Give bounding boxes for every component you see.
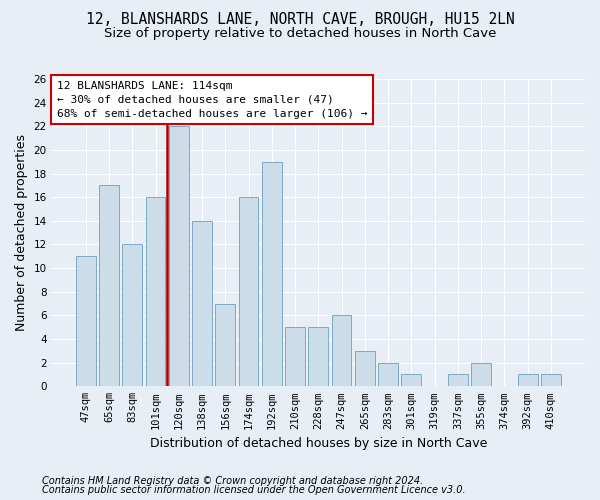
X-axis label: Distribution of detached houses by size in North Cave: Distribution of detached houses by size … [149,437,487,450]
Text: Contains HM Land Registry data © Crown copyright and database right 2024.: Contains HM Land Registry data © Crown c… [42,476,423,486]
Bar [285,327,305,386]
Bar [76,256,95,386]
Bar [308,327,328,386]
Bar [99,186,119,386]
Text: Contains public sector information licensed under the Open Government Licence v3: Contains public sector information licen… [42,485,466,495]
Text: 12, BLANSHARDS LANE, NORTH CAVE, BROUGH, HU15 2LN: 12, BLANSHARDS LANE, NORTH CAVE, BROUGH,… [86,12,514,28]
Bar [332,316,352,386]
Bar [355,351,375,386]
Bar [192,221,212,386]
Bar [471,362,491,386]
Bar [518,374,538,386]
Bar [122,244,142,386]
Bar [541,374,561,386]
Bar [239,197,259,386]
Bar [146,197,166,386]
Bar [262,162,282,386]
Text: Size of property relative to detached houses in North Cave: Size of property relative to detached ho… [104,28,496,40]
Text: 12 BLANSHARDS LANE: 114sqm
← 30% of detached houses are smaller (47)
68% of semi: 12 BLANSHARDS LANE: 114sqm ← 30% of deta… [57,80,367,118]
Bar [401,374,421,386]
Y-axis label: Number of detached properties: Number of detached properties [15,134,28,331]
Bar [378,362,398,386]
Bar [448,374,468,386]
Bar [169,126,188,386]
Bar [215,304,235,386]
